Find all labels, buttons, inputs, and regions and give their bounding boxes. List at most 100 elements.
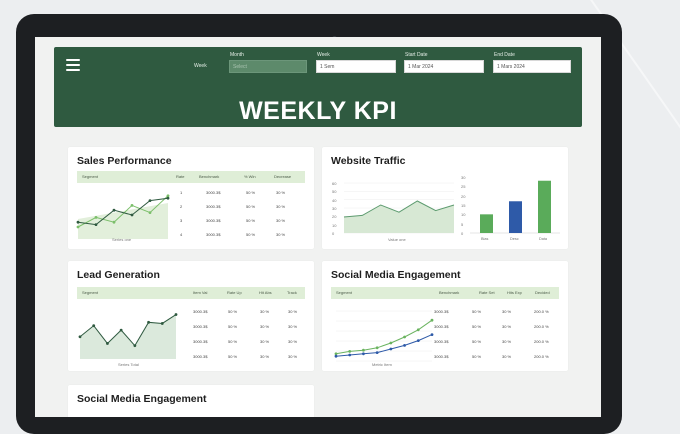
card-title: Lead Generation: [77, 269, 160, 281]
chart-caption: Value one: [388, 237, 406, 242]
table-cell: 30 %: [276, 190, 286, 195]
column-header: Item Val: [193, 290, 208, 295]
table-cell: 50 %: [228, 309, 238, 314]
column-header: Decrease: [274, 174, 292, 179]
y-tick-label: 30: [461, 175, 466, 180]
social-series-1-point: [362, 348, 365, 352]
card-title: Website Traffic: [331, 155, 406, 167]
lead-series-point: [78, 335, 82, 339]
table-cell: 30 %: [260, 324, 270, 329]
social-series-2-point: [362, 352, 365, 356]
row-number: 3: [180, 218, 183, 223]
sales-performance-card: Sales Performance Segment Rate Benchmark…: [68, 147, 314, 249]
table-cell: 50 %: [228, 324, 238, 329]
y-tick-label: 30: [332, 206, 337, 211]
sales-series-2-point: [112, 208, 116, 212]
social-series-1-point: [403, 335, 406, 339]
lead-area-chart: [78, 313, 178, 359]
table-cell: 30 %: [288, 339, 298, 344]
column-header: Rate Set: [479, 290, 495, 295]
lead-series-point: [174, 313, 178, 316]
social-series-2-point: [389, 347, 393, 351]
table-cell: 3000.3$: [206, 232, 221, 237]
lead-series-point: [119, 328, 123, 332]
table-cell: 30 %: [276, 232, 286, 237]
column-header: Track: [287, 290, 297, 295]
traffic-bar-chart: [470, 180, 560, 234]
sales-series-1-point: [148, 211, 152, 214]
row-number: 1: [180, 190, 183, 195]
chart-caption: Series one: [112, 237, 132, 242]
month-select[interactable]: Select: [229, 60, 307, 73]
column-header: Decided: [535, 290, 550, 295]
table-cell: 30 %: [260, 309, 270, 314]
table-cell: 50 %: [246, 204, 256, 209]
table-cell: 200.0 %: [534, 324, 549, 329]
bar-label: Data: [539, 237, 548, 241]
table-cell: 200.0 %: [534, 309, 549, 314]
end-date-label: End Date: [494, 52, 515, 58]
table-cell: 50 %: [472, 354, 482, 359]
social-line-chart: [334, 310, 434, 362]
social-series-1-point: [416, 328, 420, 332]
sales-series-1-point: [112, 220, 116, 224]
lead-series-point: [133, 344, 137, 348]
bar-data: [538, 180, 551, 233]
table-cell: 3000.3$: [206, 190, 221, 195]
social-series-1-point: [389, 341, 393, 345]
table-cell: 3000.3$: [434, 354, 449, 359]
end-date-input[interactable]: 1 Mars 2024: [493, 60, 571, 73]
sales-series-2-point: [166, 196, 170, 200]
sales-series-1-point: [76, 225, 80, 229]
table-cell: 3000.3$: [193, 354, 208, 359]
table-cell: 3000.3$: [206, 218, 221, 223]
table-cell: 50 %: [246, 232, 256, 237]
y-tick-label: 10: [332, 222, 337, 228]
y-tick-label: 20: [332, 214, 337, 220]
table-cell: 3000.3$: [193, 309, 208, 314]
table-cell: 200.0 %: [534, 339, 549, 344]
week-input[interactable]: 1 Sem: [316, 60, 396, 73]
lead-generation-card: Lead Generation Segment Item Val Rate Up…: [68, 261, 314, 371]
table-cell: 50 %: [246, 218, 256, 223]
traffic-area-chart: [343, 182, 455, 234]
table-cell: 3000.3$: [193, 324, 208, 329]
social-media-engagement-card-2: Social Media Engagement: [68, 385, 314, 417]
table-cell: 50 %: [228, 339, 238, 344]
start-date-input[interactable]: 1 Mar 2024: [404, 60, 484, 73]
row-number: 2: [180, 204, 183, 209]
column-header: Benchmark: [439, 290, 460, 295]
table-cell: 50 %: [246, 190, 256, 195]
lead-series-point: [147, 320, 150, 324]
table-header: Segment Rate Benchmark % Win Decrease: [77, 171, 305, 183]
table-cell: 30 %: [288, 354, 298, 359]
social-series-1-point: [375, 346, 379, 350]
table-cell: 50 %: [472, 309, 482, 314]
column-header: Segment: [82, 174, 99, 179]
social-series-2-point: [334, 354, 338, 358]
menu-icon[interactable]: [66, 59, 80, 71]
bar-label: Desc: [510, 237, 519, 241]
table-cell: 30 %: [288, 309, 298, 314]
column-header: Rate Up: [227, 290, 242, 295]
start-date-label: Start Date: [405, 52, 428, 58]
y-tick-label: 15: [461, 203, 466, 208]
social-series-2-point: [430, 333, 434, 336]
table-cell: 50 %: [472, 339, 482, 344]
table-cell: 50 %: [228, 354, 238, 359]
y-tick-label: 50: [332, 189, 337, 195]
lead-series-line: [79, 314, 177, 347]
traffic-series-line: [343, 200, 455, 218]
table-cell: 30 %: [260, 339, 270, 344]
column-header: Benchmark: [199, 174, 220, 179]
table-cell: 3000.3$: [206, 204, 221, 209]
social-series-2-point: [403, 344, 406, 347]
table-header: Segment Benchmark Rate Set Hits Exp Deci…: [331, 287, 559, 299]
sales-series-1-point: [94, 216, 98, 219]
sales-series-1-point: [130, 204, 134, 207]
sales-area: [78, 203, 168, 239]
page-title: WEEKLY KPI: [239, 97, 397, 125]
table-cell: 30 %: [502, 309, 512, 314]
card-title: Social Media Engagement: [331, 269, 461, 281]
bar-bias: [480, 214, 493, 233]
